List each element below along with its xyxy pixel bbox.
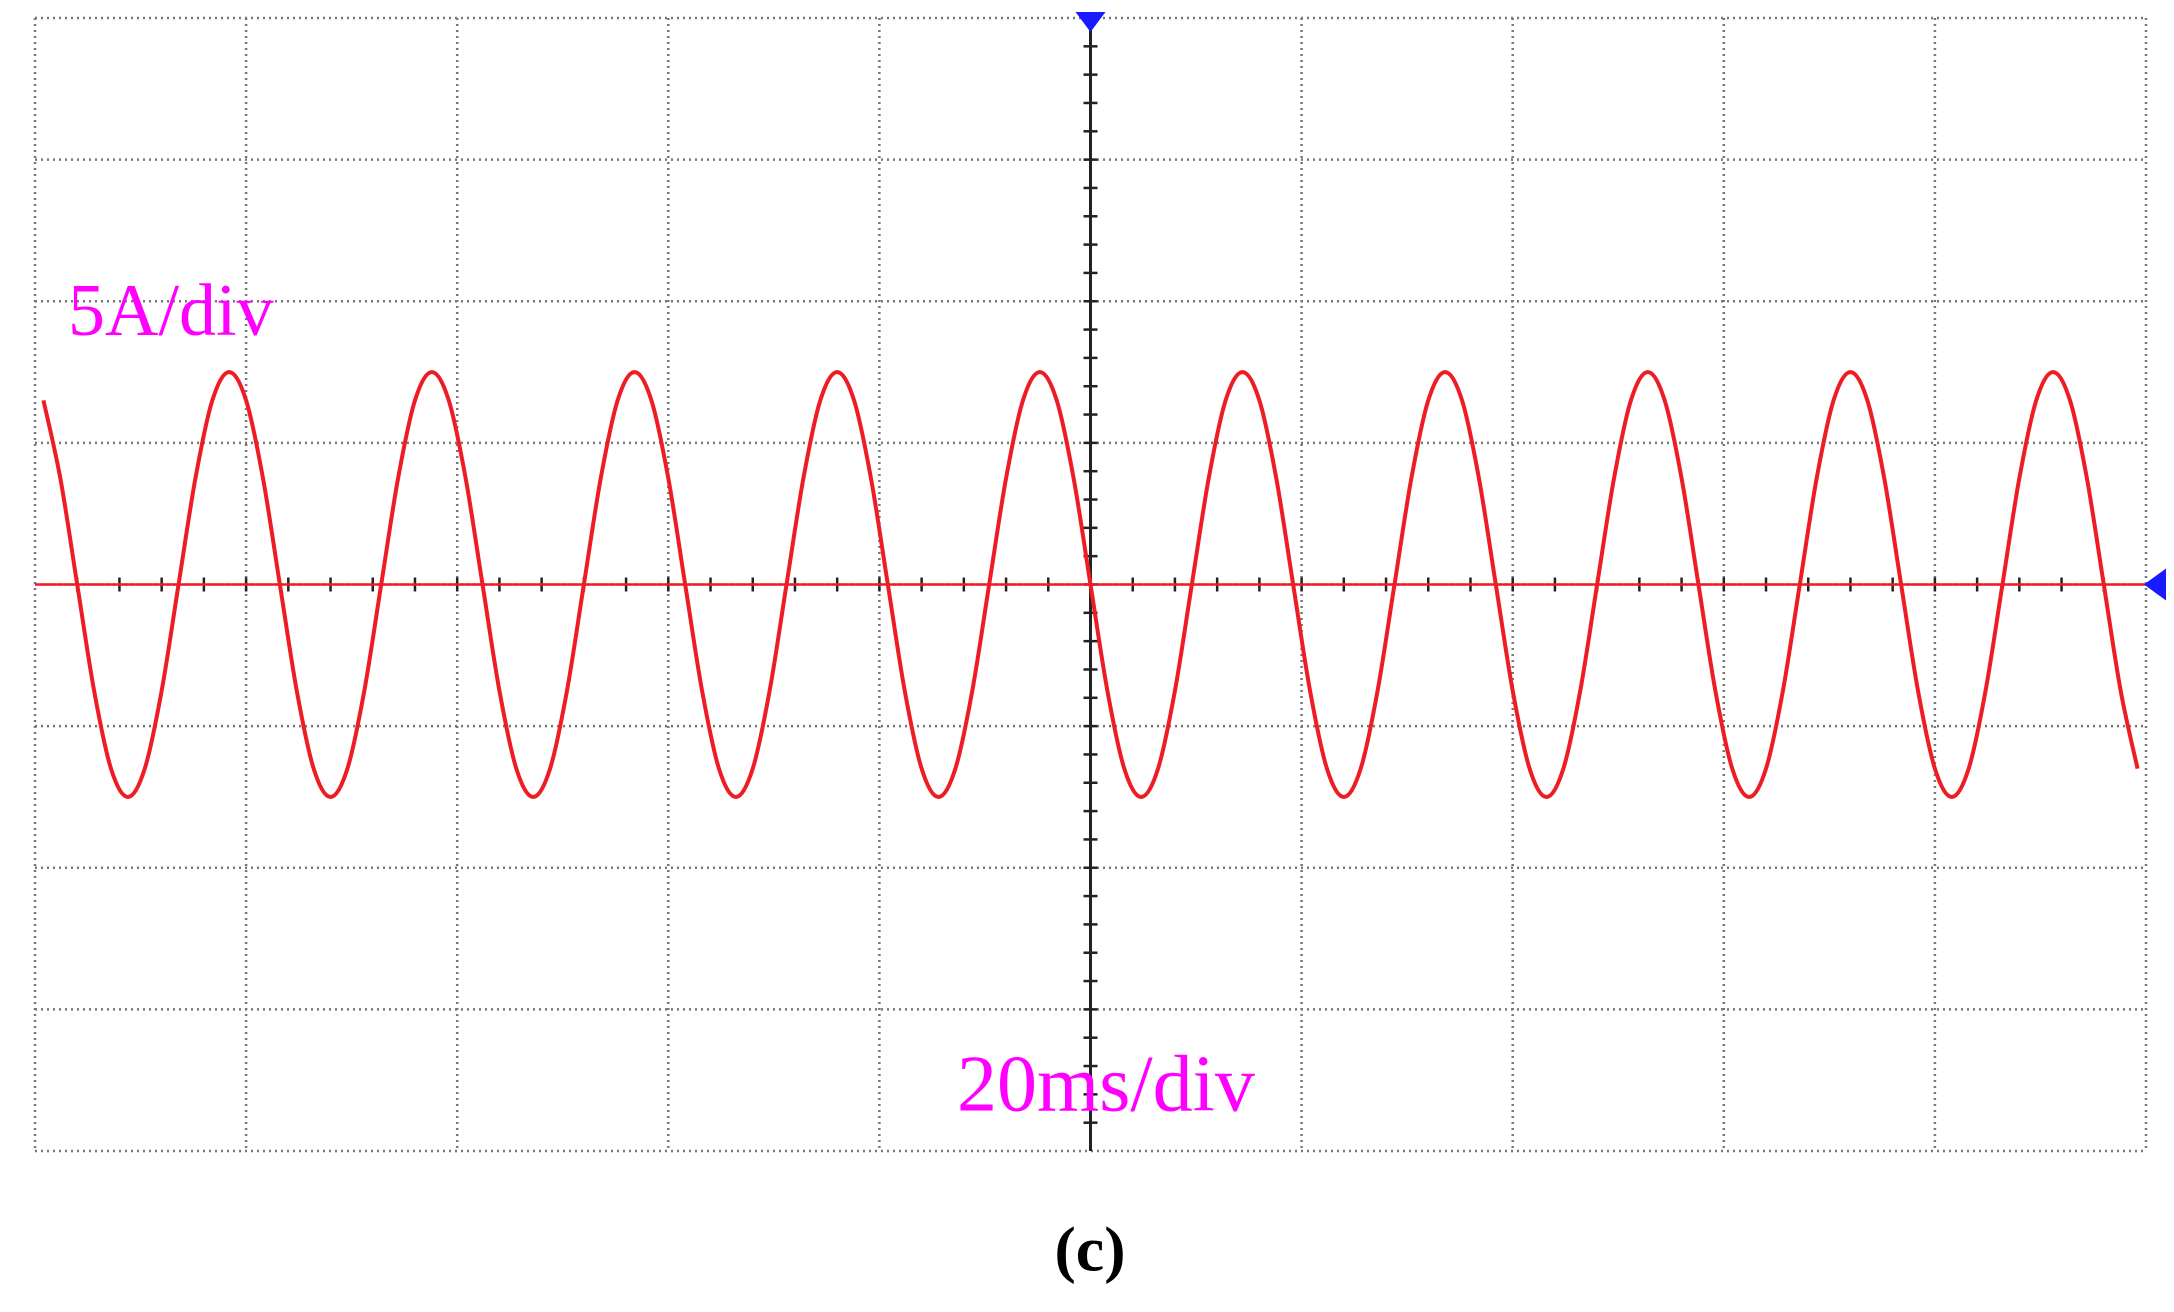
annotation: 20ms/div (957, 1040, 1255, 1128)
caption: (c) (1054, 1214, 1125, 1285)
level-marker (2144, 568, 2166, 601)
trace (41, 370, 2140, 799)
annotation: 5A/div (68, 270, 274, 352)
trigger-marker (1075, 12, 1106, 32)
